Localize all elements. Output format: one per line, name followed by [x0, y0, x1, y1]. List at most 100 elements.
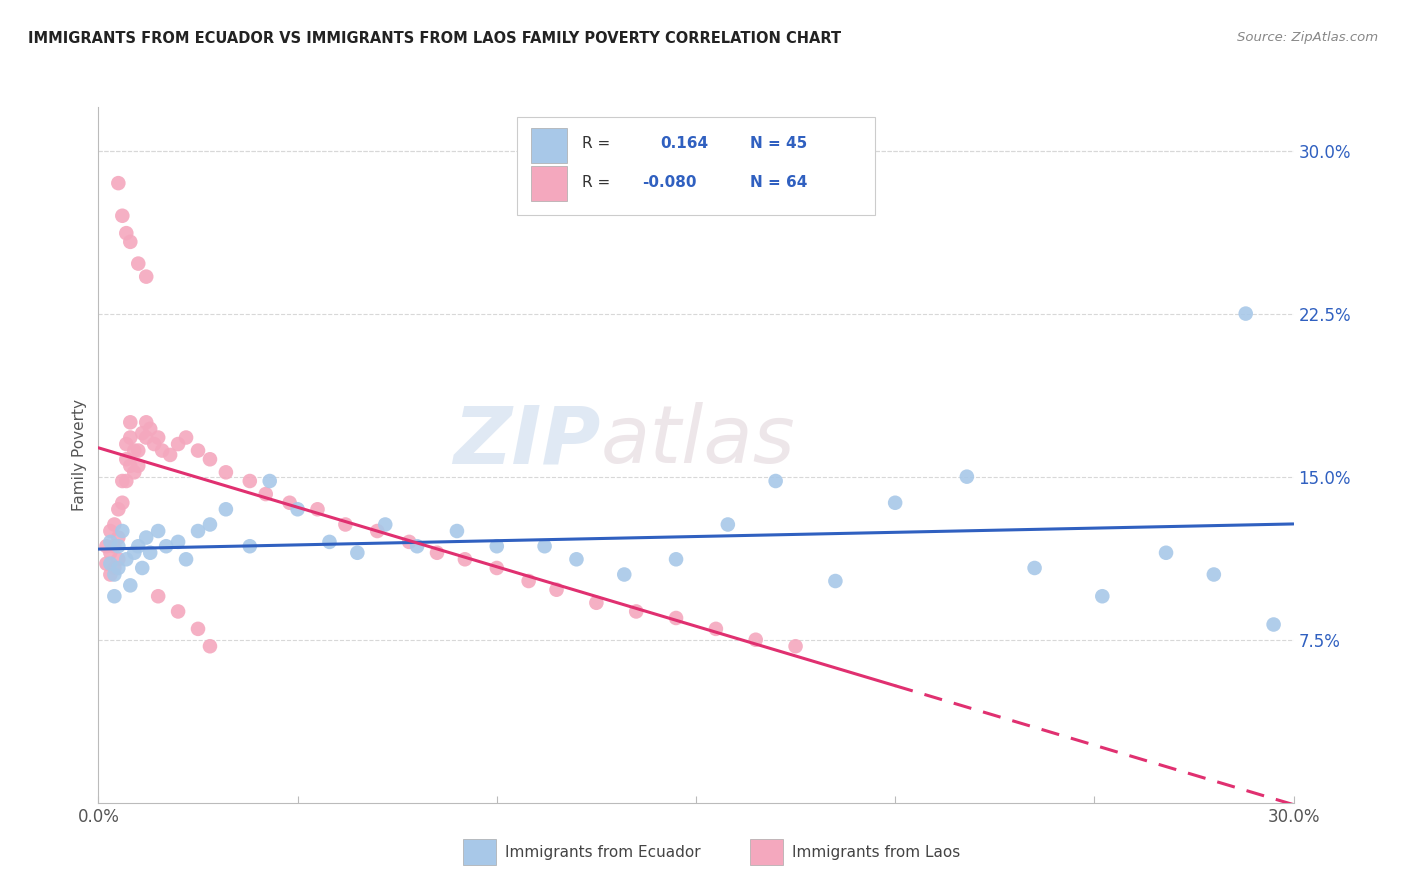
- Point: [103, 561, 125, 575]
- Point: [785, 639, 807, 653]
- Point: [150, 443, 173, 458]
- Point: [215, 502, 238, 516]
- Text: ZIP: ZIP: [453, 402, 600, 480]
- Point: [704, 622, 727, 636]
- Point: [103, 539, 125, 553]
- Point: [259, 474, 281, 488]
- Point: [111, 209, 134, 223]
- Bar: [463, 839, 496, 865]
- FancyBboxPatch shape: [517, 118, 875, 215]
- Point: [546, 582, 568, 597]
- Point: [485, 561, 508, 575]
- Point: [103, 567, 125, 582]
- Point: [174, 431, 197, 445]
- Point: [115, 552, 138, 566]
- Point: [124, 466, 146, 480]
- Bar: [531, 166, 567, 201]
- Text: -0.080: -0.080: [643, 175, 697, 190]
- Point: [318, 535, 340, 549]
- Point: [346, 546, 368, 560]
- Point: [174, 552, 197, 566]
- Point: [107, 176, 129, 190]
- Point: [120, 235, 142, 249]
- Point: [148, 431, 170, 445]
- Text: 0.164: 0.164: [661, 136, 709, 152]
- Point: [307, 502, 329, 516]
- Point: [127, 539, 149, 553]
- Text: Source: ZipAtlas.com: Source: ZipAtlas.com: [1237, 31, 1378, 45]
- Point: [107, 539, 129, 553]
- Point: [278, 496, 301, 510]
- Point: [374, 517, 396, 532]
- Point: [107, 502, 129, 516]
- Point: [155, 539, 177, 553]
- Point: [745, 632, 768, 647]
- Point: [446, 524, 468, 538]
- Point: [135, 431, 157, 445]
- Point: [198, 517, 221, 532]
- Point: [124, 443, 146, 458]
- Point: [1154, 546, 1177, 560]
- Point: [366, 524, 388, 538]
- Point: [111, 496, 134, 510]
- Point: [131, 426, 153, 441]
- Point: [139, 546, 162, 560]
- Point: [115, 437, 138, 451]
- Point: [1234, 307, 1257, 321]
- Point: [96, 539, 118, 553]
- Point: [115, 474, 138, 488]
- Point: [187, 443, 209, 458]
- Point: [198, 452, 221, 467]
- Point: [454, 552, 477, 566]
- Point: [426, 546, 449, 560]
- Point: [98, 557, 122, 571]
- Point: [159, 448, 181, 462]
- Point: [111, 524, 134, 538]
- Point: [665, 552, 688, 566]
- Point: [98, 524, 122, 538]
- Text: R =: R =: [582, 175, 610, 190]
- Point: [135, 415, 157, 429]
- Point: [239, 539, 262, 553]
- Point: [115, 226, 138, 240]
- Point: [517, 574, 540, 588]
- Text: R =: R =: [582, 136, 610, 152]
- Text: atlas: atlas: [600, 402, 796, 480]
- Point: [187, 524, 209, 538]
- Point: [107, 561, 129, 575]
- Point: [98, 567, 122, 582]
- Point: [96, 557, 118, 571]
- Point: [127, 443, 149, 458]
- Point: [120, 578, 142, 592]
- Point: [120, 431, 142, 445]
- Point: [884, 496, 907, 510]
- Text: IMMIGRANTS FROM ECUADOR VS IMMIGRANTS FROM LAOS FAMILY POVERTY CORRELATION CHART: IMMIGRANTS FROM ECUADOR VS IMMIGRANTS FR…: [28, 31, 841, 46]
- Point: [485, 539, 508, 553]
- Point: [624, 605, 647, 619]
- Point: [139, 422, 162, 436]
- Point: [120, 458, 142, 473]
- Point: [533, 539, 555, 553]
- Point: [254, 487, 277, 501]
- Point: [765, 474, 787, 488]
- Point: [148, 524, 170, 538]
- Point: [167, 605, 190, 619]
- Point: [98, 535, 122, 549]
- Point: [124, 546, 146, 560]
- Point: [956, 469, 979, 483]
- Text: Immigrants from Ecuador: Immigrants from Ecuador: [505, 846, 700, 861]
- Point: [1202, 567, 1225, 582]
- Point: [135, 269, 157, 284]
- Point: [585, 596, 607, 610]
- Point: [111, 474, 134, 488]
- Point: [215, 466, 238, 480]
- Bar: [749, 839, 783, 865]
- Y-axis label: Family Poverty: Family Poverty: [72, 399, 87, 511]
- Point: [335, 517, 357, 532]
- Point: [107, 531, 129, 545]
- Point: [148, 589, 170, 603]
- Point: [406, 539, 429, 553]
- Point: [1024, 561, 1046, 575]
- Text: Immigrants from Laos: Immigrants from Laos: [792, 846, 960, 861]
- Point: [198, 639, 221, 653]
